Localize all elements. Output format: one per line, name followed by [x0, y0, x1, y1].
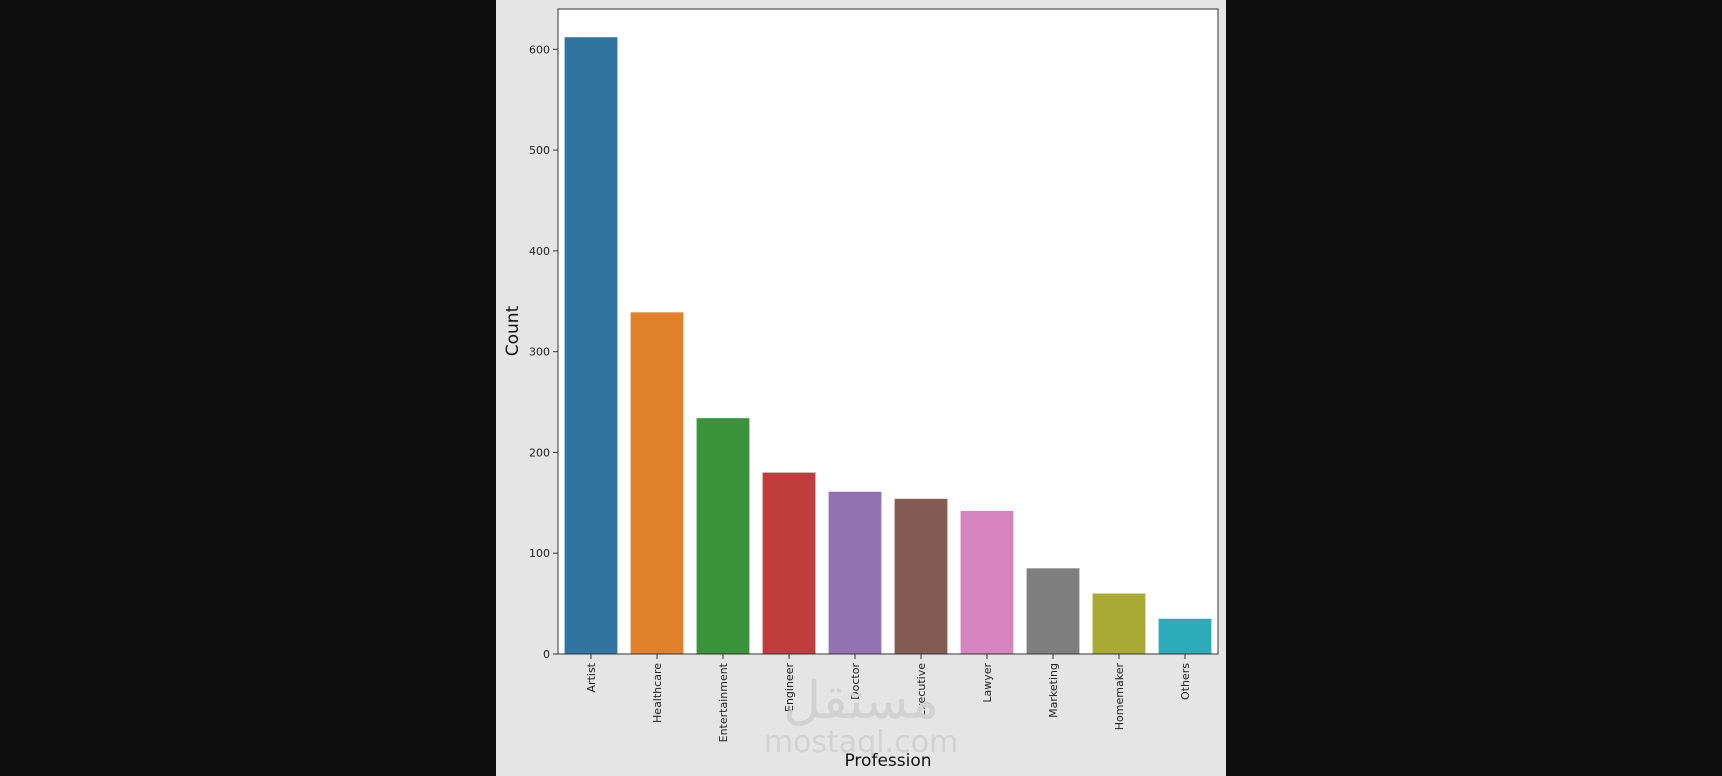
bar-doctor: [828, 491, 882, 654]
y-tick-label: 600: [529, 43, 550, 56]
chart-panel: 0 100 200 300 400 500 600 Artist Healthcare Ente…: [496, 0, 1226, 776]
bar-artist: [564, 37, 618, 654]
bar-homemaker: [1092, 593, 1146, 654]
bar-entertainment: [696, 418, 750, 654]
x-tick-label-homemaker: Homemaker: [1113, 663, 1126, 731]
bar-lawyer: [960, 510, 1014, 654]
y-tick-label: 400: [529, 245, 550, 258]
bars-group: [564, 37, 1212, 654]
x-tick-label-marketing: Marketing: [1047, 663, 1060, 718]
watermark-latin: mostaql.com: [764, 725, 958, 760]
x-axis-title: Profession: [844, 751, 931, 771]
x-tick-label-others: Others: [1179, 663, 1192, 700]
watermark-arabic: مستقل: [783, 671, 939, 731]
x-tick-label-engineer: Engineer: [783, 663, 796, 712]
bar-chart: 0 100 200 300 400 500 600 Artist Healthcare Ente…: [503, 8, 1219, 771]
bar-others: [1158, 618, 1212, 654]
y-tick-label: 100: [529, 547, 550, 560]
y-tick-label: 500: [529, 144, 550, 157]
bar-healthcare: [630, 312, 684, 654]
y-tick-label: 300: [529, 346, 550, 359]
x-tick-label-healthcare: Healthcare: [651, 663, 664, 723]
x-tick-label-entertainment: Entertainment: [717, 662, 730, 742]
x-tick-label-artist: Artist: [585, 662, 598, 692]
bar-marketing: [1026, 568, 1080, 654]
x-axis: Artist Healthcare Entertainment Engineer Doc…: [585, 654, 1192, 742]
x-tick-label-lawyer: Lawyer: [981, 663, 994, 703]
bar-executive: [894, 498, 948, 654]
plot-frame: [557, 8, 1219, 655]
y-axis: 0 100 200 300 400 500 600: [529, 43, 558, 661]
bar-engineer: [762, 472, 816, 654]
y-tick-label: 200: [529, 446, 550, 459]
y-axis-title: Count: [503, 305, 523, 356]
x-tick-label-doctor: Doctor: [849, 663, 862, 700]
y-tick-label: 0: [543, 648, 550, 661]
x-tick-label-executive: Executive: [915, 663, 928, 717]
